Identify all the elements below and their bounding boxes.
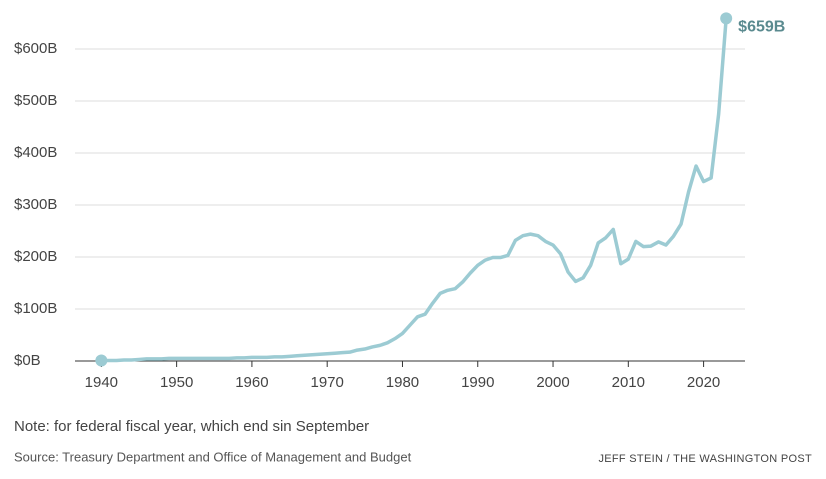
x-tick-label: 1980 — [386, 374, 419, 391]
x-tick-label: 1940 — [85, 374, 118, 391]
data-line — [101, 18, 728, 363]
value-label: $659B — [738, 19, 785, 36]
note: Note: for federal fiscal year, which end… — [14, 418, 369, 435]
x-tick-label: 1990 — [461, 374, 494, 391]
y-tick-label: $300B — [14, 196, 57, 213]
y-tick-label: $500B — [14, 92, 57, 109]
credit: JEFF STEIN / THE WASHINGTON POST — [598, 453, 812, 465]
end-marker — [95, 354, 108, 367]
x-tick-label: 2010 — [612, 374, 645, 391]
x-tick-label: 2000 — [536, 374, 569, 391]
x-tick-label: 1970 — [311, 374, 344, 391]
end-marker — [720, 12, 733, 25]
y-tick-label: $400B — [14, 144, 57, 161]
x-tick-label: 2020 — [687, 374, 720, 391]
source: Source: Treasury Department and Office o… — [14, 449, 412, 464]
y-tick-label: $0B — [14, 352, 41, 369]
x-tick-label: 1950 — [160, 374, 193, 391]
y-tick-label: $100B — [14, 300, 57, 317]
x-tick-label: 1960 — [235, 374, 268, 391]
y-tick-label: $600B — [14, 40, 57, 57]
y-tick-label: $200B — [14, 248, 57, 265]
